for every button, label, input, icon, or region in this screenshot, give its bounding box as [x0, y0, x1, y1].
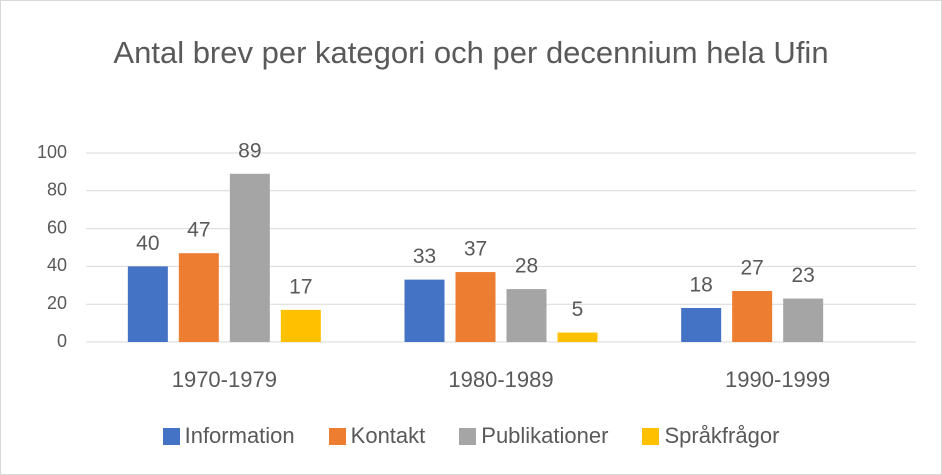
bar: [280, 309, 321, 342]
data-label: 33: [413, 245, 436, 268]
y-tick-label: 100: [37, 142, 67, 162]
data-label: 27: [740, 257, 763, 280]
bar: [127, 266, 168, 342]
bar: [681, 307, 722, 342]
y-tick-label: 60: [47, 217, 67, 237]
data-label: 37: [464, 238, 487, 261]
bar: [455, 272, 496, 342]
y-tick-label: 0: [57, 331, 67, 351]
legend-swatch: [328, 427, 346, 445]
data-label: 17: [289, 275, 312, 298]
bar: [557, 332, 598, 342]
legend-item: Kontakt: [328, 423, 426, 449]
bar: [404, 279, 445, 342]
bar: [506, 289, 547, 342]
x-tick-label: 1980-1989: [448, 367, 553, 392]
data-label: 23: [791, 264, 814, 287]
y-tick-label: 40: [47, 255, 67, 275]
bar: [732, 290, 773, 342]
data-label: 89: [238, 139, 261, 162]
data-label: 5: [572, 298, 584, 321]
bar: [783, 298, 824, 342]
y-tick-label: 80: [47, 180, 67, 200]
data-label: 47: [187, 219, 210, 242]
x-tick-label: 1970-1979: [172, 367, 277, 392]
legend-item: Språkfrågor: [642, 423, 779, 449]
data-label: 28: [515, 255, 538, 278]
bar: [229, 173, 270, 342]
chart-title: Antal brev per kategori och per decenniu…: [113, 35, 829, 70]
bar: [178, 253, 219, 342]
x-tick-label: 1990-1999: [725, 367, 830, 392]
legend-label: Språkfrågor: [664, 423, 780, 448]
legend-swatch: [162, 427, 180, 445]
y-tick-label: 20: [47, 293, 67, 313]
legend-swatch: [642, 427, 660, 445]
legend-label: Information: [184, 423, 295, 448]
legend-label: Kontakt: [350, 423, 426, 448]
legend-item: Information: [162, 423, 295, 449]
data-label: 18: [689, 274, 712, 297]
legend-swatch: [459, 427, 477, 445]
legend-label: Publikationer: [481, 423, 609, 448]
legend-item: Publikationer: [459, 423, 608, 449]
legend: Information Kontakt Publikationer Språkfråg…: [1, 423, 941, 449]
data-label: 40: [136, 232, 159, 255]
